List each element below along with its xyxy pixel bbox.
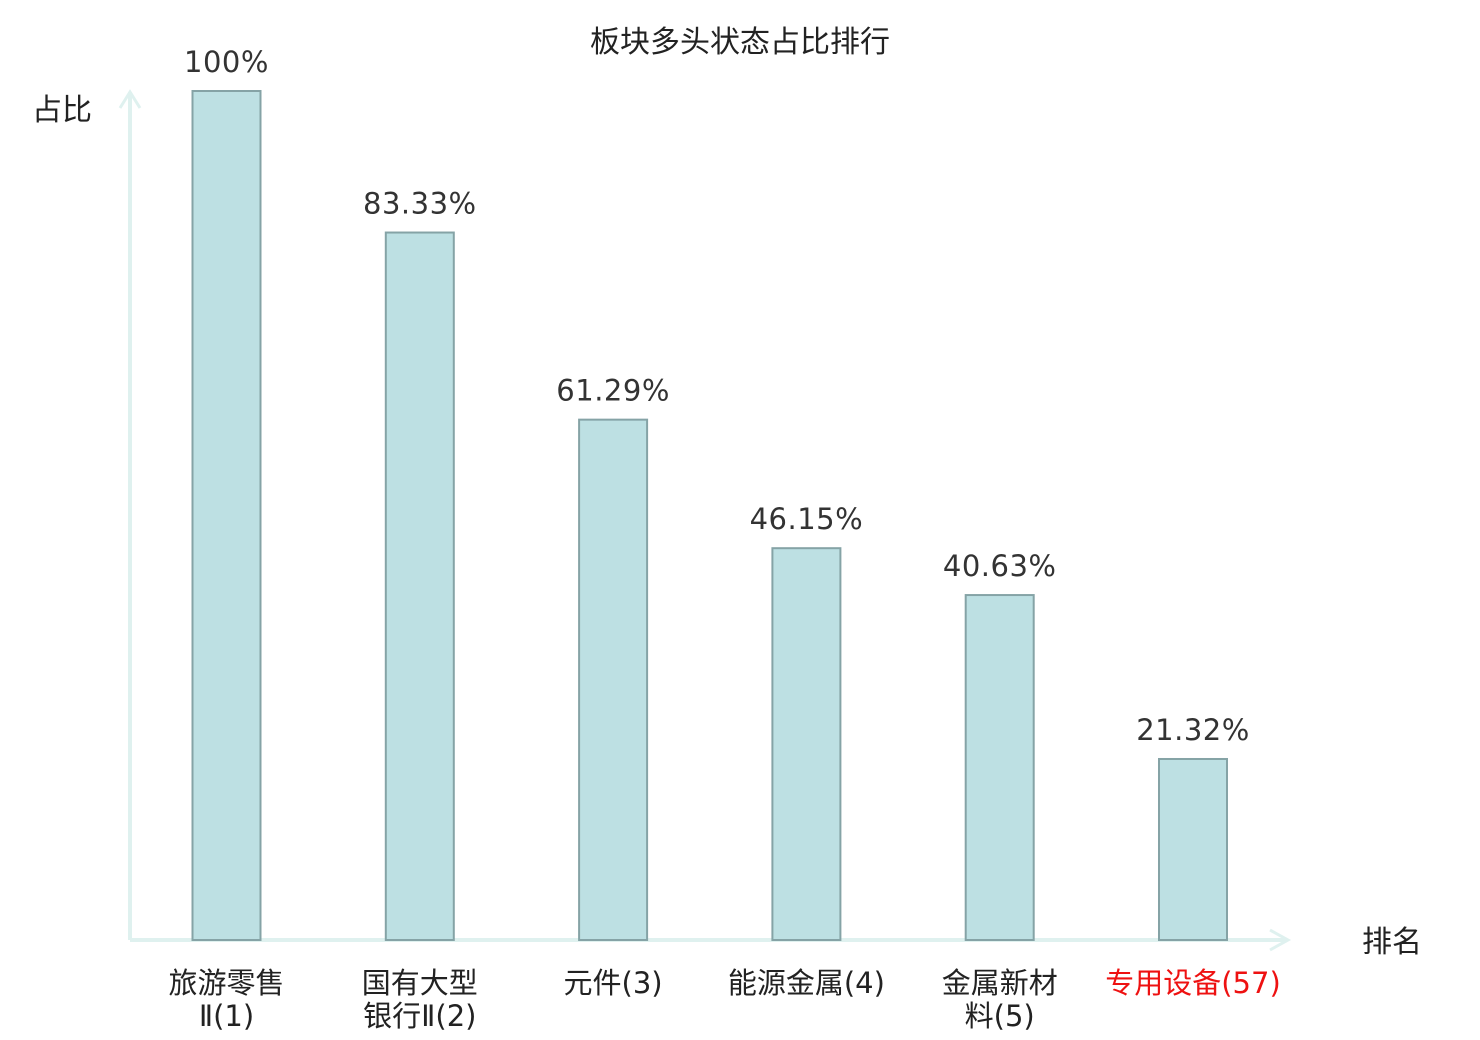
value-label-group: 100% 83.33% 61.29% 46.15% 40.63% 21.32%	[184, 45, 1250, 747]
category-label-line: Ⅱ(1)	[199, 999, 254, 1033]
y-axis: 占比	[32, 89, 142, 940]
category-label-line: 国有大型	[362, 966, 478, 1000]
bar-1	[191, 90, 262, 941]
bar-3	[578, 418, 649, 941]
chart-title: 板块多头状态占比排行	[590, 25, 890, 60]
value-label-2: 83.33%	[363, 187, 477, 221]
category-label-3: 元件(3)	[564, 966, 663, 1000]
category-label-4: 能源金属(4)	[728, 966, 885, 1000]
category-label-group: 旅游零售 Ⅱ(1) 国有大型银行Ⅱ(2) 元件(3) 能源金属(4) 金属新材料(5) 专用…	[168, 966, 1280, 1033]
bar-5	[964, 594, 1035, 941]
bar-series	[191, 90, 1228, 942]
category-label-line: 银行Ⅱ(2)	[363, 999, 476, 1033]
y-axis-arrow-icon	[118, 89, 142, 109]
category-label-line: 能源金属(4)	[728, 966, 885, 1000]
category-label-line: 专用设备(57)	[1105, 966, 1281, 1000]
y-axis-label: 占比	[32, 93, 92, 128]
x-axis-arrow-icon	[1269, 928, 1292, 952]
bar-2	[384, 231, 455, 941]
x-axis-label: 排名	[1362, 925, 1422, 960]
value-label-4: 46.15%	[750, 502, 864, 536]
x-axis: 排名	[130, 925, 1422, 960]
category-label-6: 专用设备(57)	[1105, 966, 1281, 1000]
category-label-1: 旅游零售 Ⅱ(1)	[168, 966, 284, 1033]
category-label-line: 旅游零售	[168, 966, 284, 1000]
category-label-5: 金属新材料(5)	[942, 966, 1058, 1033]
value-label-1: 100%	[184, 45, 269, 79]
category-label-line: 元件(3)	[564, 966, 663, 1000]
category-label-line: 金属新材	[942, 966, 1058, 1000]
value-label-3: 61.29%	[556, 374, 670, 408]
category-label-line: 料(5)	[965, 999, 1035, 1033]
bar-6	[1158, 757, 1228, 942]
bar-4	[771, 547, 842, 942]
category-label-2: 国有大型银行Ⅱ(2)	[362, 966, 478, 1033]
value-label-5: 40.63%	[943, 549, 1057, 583]
value-label-6: 21.32%	[1136, 713, 1250, 747]
